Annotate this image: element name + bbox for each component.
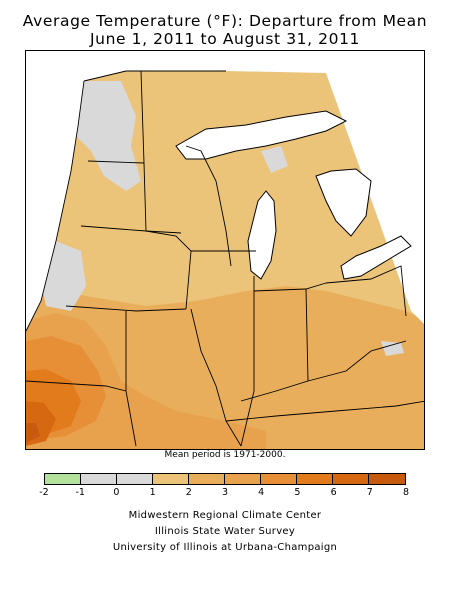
border-iowa-south [65, 305, 187, 312]
legend-swatch-7-to-8 [369, 474, 405, 484]
legend-swatch-6-to-7 [333, 474, 369, 484]
legend-tick-label: -2 [39, 487, 49, 498]
legend-tick-label: 8 [402, 487, 410, 498]
credit-center: Midwestern Regional Climate Center [128, 510, 322, 521]
legend-tick-label: -1 [75, 487, 85, 498]
legend-tick-label: 4 [258, 487, 265, 498]
map-svg [26, 70, 424, 449]
credit-university: University of Illinois at Urbana-Champai… [112, 542, 338, 553]
legend-tick-label: 2 [185, 487, 192, 498]
border-iowa-east [145, 230, 192, 310]
border-kansas-missouri [26, 380, 127, 392]
legend-swatch-3-to-4 [225, 474, 261, 484]
legend-swatch-1-to-2 [153, 474, 189, 484]
legend-tick-label: 3 [221, 487, 229, 498]
border-missouri-west [125, 311, 137, 447]
legend-tick-label: 5 [294, 487, 301, 498]
border-ohio-east [325, 265, 407, 317]
lake-huron [315, 168, 372, 237]
border-wisconsin-west [185, 145, 232, 267]
legend-swatch-5-to-6 [297, 474, 333, 484]
border-illinois-west [190, 308, 242, 447]
departure-near-normal-upper-michigan [261, 146, 288, 173]
border-illinois-indiana [240, 276, 255, 447]
border-indiana-ohio [305, 288, 309, 382]
departure-near-normal-nebraska [41, 241, 86, 311]
departure-7-8 [26, 423, 40, 443]
color-legend-bar [44, 473, 406, 485]
state-borders [26, 70, 424, 447]
departure-near-normal-kentucky [381, 341, 404, 356]
region-west-edge [26, 80, 85, 332]
lake-erie [340, 235, 412, 280]
legend-swatch-4-to-5 [261, 474, 297, 484]
credit-survey: Illinois State Water Survey [154, 526, 296, 537]
departure-near-normal-north-dakota [76, 81, 141, 191]
legend-tick-label: 0 [113, 487, 120, 498]
lake-superior [175, 110, 348, 160]
border-north-dakota-south [87, 160, 145, 164]
border-kentucky-tennessee [225, 400, 424, 422]
legend-swatch--2-to--1 [45, 474, 81, 484]
temperature-departure-map [25, 50, 425, 450]
border-minnesota-west [140, 70, 147, 232]
legend-swatch--1-to-0 [81, 474, 117, 484]
map-title: Average Temperature (°F): Departure from… [22, 12, 428, 30]
map-subtitle-date-range: June 1, 2011 to August 31, 2011 [89, 30, 361, 48]
region-north-edge [83, 70, 226, 82]
legend-swatch-2-to-3 [189, 474, 225, 484]
legend-tick-label: 1 [149, 487, 156, 498]
legend-tick-label: 7 [366, 487, 373, 498]
mean-period-note: Mean period is 1971-2000. [164, 450, 286, 460]
border-ohio-river [240, 340, 407, 402]
legend-swatch-0-to-1 [117, 474, 153, 484]
legend-tick-label: 6 [330, 487, 337, 498]
shaded-departure-field [26, 71, 424, 449]
